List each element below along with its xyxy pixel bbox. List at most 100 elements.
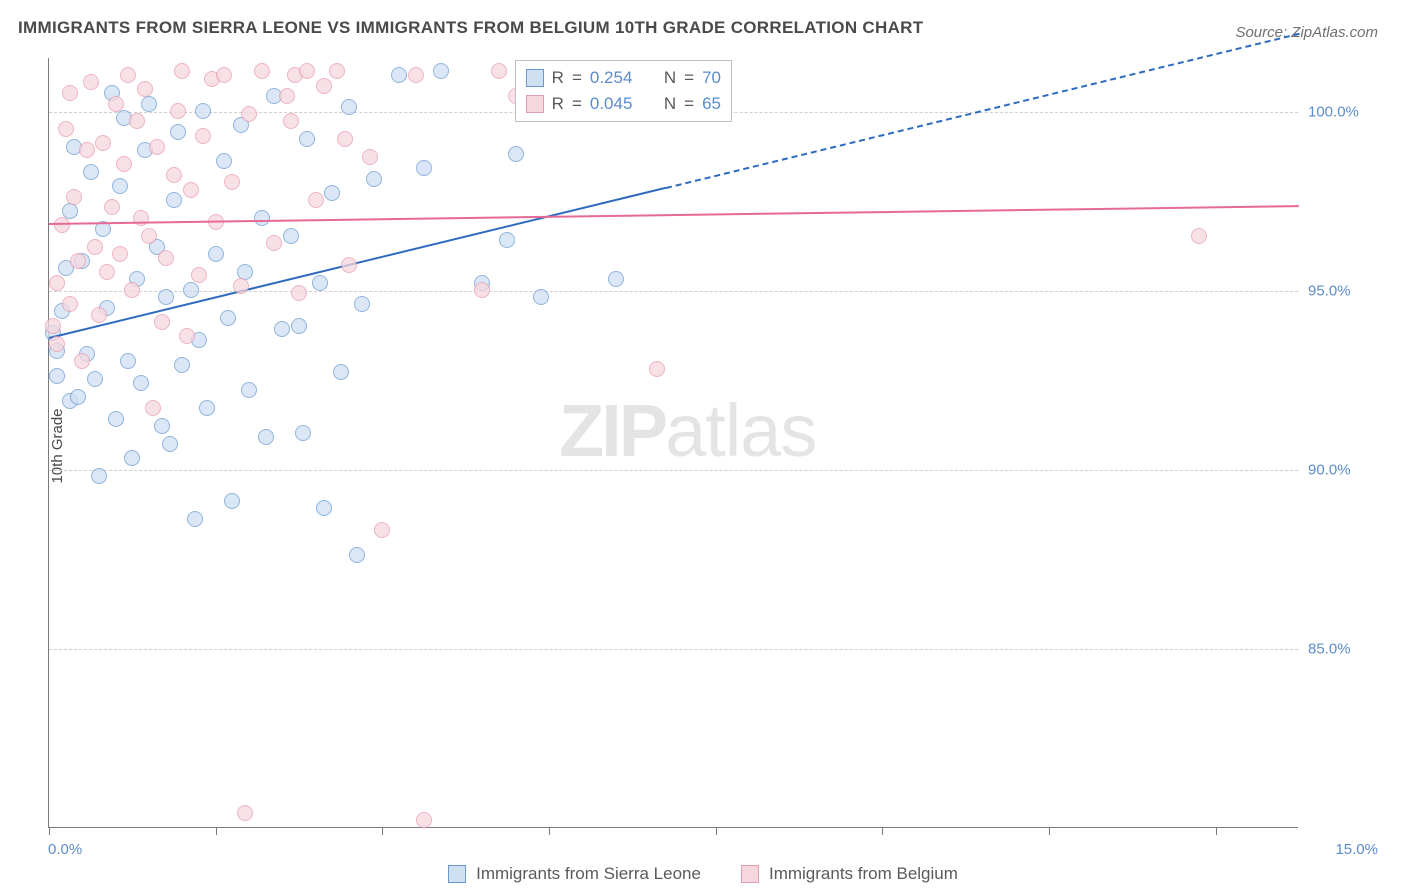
x-tick: [216, 827, 217, 835]
data-point: [329, 63, 345, 79]
data-point: [1191, 228, 1207, 244]
x-tick-label-min: 0.0%: [48, 841, 82, 858]
legend-r-label: R: [552, 94, 564, 114]
data-point: [166, 167, 182, 183]
data-point: [49, 275, 65, 291]
data-point: [174, 357, 190, 373]
data-point: [341, 99, 357, 115]
data-point: [341, 257, 357, 273]
data-point: [254, 210, 270, 226]
data-point: [183, 282, 199, 298]
data-point: [112, 246, 128, 262]
y-tick-label: 85.0%: [1308, 640, 1388, 657]
data-point: [124, 282, 140, 298]
data-point: [154, 418, 170, 434]
source-label: Source: ZipAtlas.com: [1235, 24, 1378, 41]
data-point: [141, 228, 157, 244]
data-point: [129, 113, 145, 129]
watermark-atlas: atlas: [665, 389, 816, 472]
data-point: [233, 278, 249, 294]
legend-n-label: N: [664, 94, 676, 114]
data-point: [62, 296, 78, 312]
data-point: [216, 67, 232, 83]
data-point: [183, 182, 199, 198]
data-point: [508, 146, 524, 162]
data-point: [224, 174, 240, 190]
data-point: [154, 314, 170, 330]
data-point: [158, 289, 174, 305]
legend-eq: =: [572, 94, 582, 114]
legend-swatch: [526, 69, 544, 87]
data-point: [91, 307, 107, 323]
data-point: [62, 203, 78, 219]
data-point: [58, 121, 74, 137]
legend-n-value: 70: [702, 68, 721, 88]
data-point: [87, 371, 103, 387]
data-point: [187, 511, 203, 527]
legend-n-label: N: [664, 68, 676, 88]
data-point: [170, 103, 186, 119]
legend-swatch: [526, 95, 544, 113]
data-point: [216, 153, 232, 169]
x-tick: [382, 827, 383, 835]
data-point: [474, 282, 490, 298]
x-tick: [549, 827, 550, 835]
data-point: [112, 178, 128, 194]
data-point: [137, 81, 153, 97]
legend-swatch-sierra-leone: [448, 865, 466, 883]
chart-title: IMMIGRANTS FROM SIERRA LEONE VS IMMIGRAN…: [18, 18, 923, 38]
data-point: [199, 400, 215, 416]
data-point: [116, 156, 132, 172]
gridline: [49, 470, 1298, 471]
watermark: ZIPatlas: [559, 388, 816, 473]
legend-label-belgium: Immigrants from Belgium: [769, 864, 958, 884]
data-point: [70, 389, 86, 405]
data-point: [241, 106, 257, 122]
legend-n-value: 65: [702, 94, 721, 114]
data-point: [312, 275, 328, 291]
data-point: [354, 296, 370, 312]
legend-r-value: 0.254: [590, 68, 648, 88]
data-point: [499, 232, 515, 248]
data-point: [291, 285, 307, 301]
x-tick-label-max: 15.0%: [1335, 841, 1378, 858]
data-point: [316, 78, 332, 94]
data-point: [283, 228, 299, 244]
data-point: [49, 368, 65, 384]
x-tick: [882, 827, 883, 835]
data-point: [70, 253, 86, 269]
data-point: [254, 63, 270, 79]
data-point: [166, 192, 182, 208]
data-point: [91, 468, 107, 484]
data-point: [266, 235, 282, 251]
data-point: [220, 310, 236, 326]
legend-top-row: R=0.254N=70: [526, 65, 721, 91]
data-point: [174, 63, 190, 79]
legend-item-sierra-leone: Immigrants from Sierra Leone: [448, 864, 701, 884]
data-point: [433, 63, 449, 79]
data-point: [333, 364, 349, 380]
data-point: [349, 547, 365, 563]
data-point: [170, 124, 186, 140]
data-point: [224, 493, 240, 509]
data-point: [299, 63, 315, 79]
x-tick: [716, 827, 717, 835]
data-point: [195, 103, 211, 119]
legend-bottom: Immigrants from Sierra Leone Immigrants …: [0, 864, 1406, 884]
legend-r-label: R: [552, 68, 564, 88]
data-point: [237, 805, 253, 821]
data-point: [408, 67, 424, 83]
data-point: [62, 85, 78, 101]
data-point: [162, 436, 178, 452]
data-point: [74, 353, 90, 369]
data-point: [45, 318, 61, 334]
legend-top-row: R=0.045N=65: [526, 91, 721, 117]
y-tick-label: 95.0%: [1308, 282, 1388, 299]
data-point: [120, 67, 136, 83]
legend-item-belgium: Immigrants from Belgium: [741, 864, 958, 884]
data-point: [362, 149, 378, 165]
data-point: [283, 113, 299, 129]
data-point: [316, 500, 332, 516]
data-point: [179, 328, 195, 344]
data-point: [108, 96, 124, 112]
